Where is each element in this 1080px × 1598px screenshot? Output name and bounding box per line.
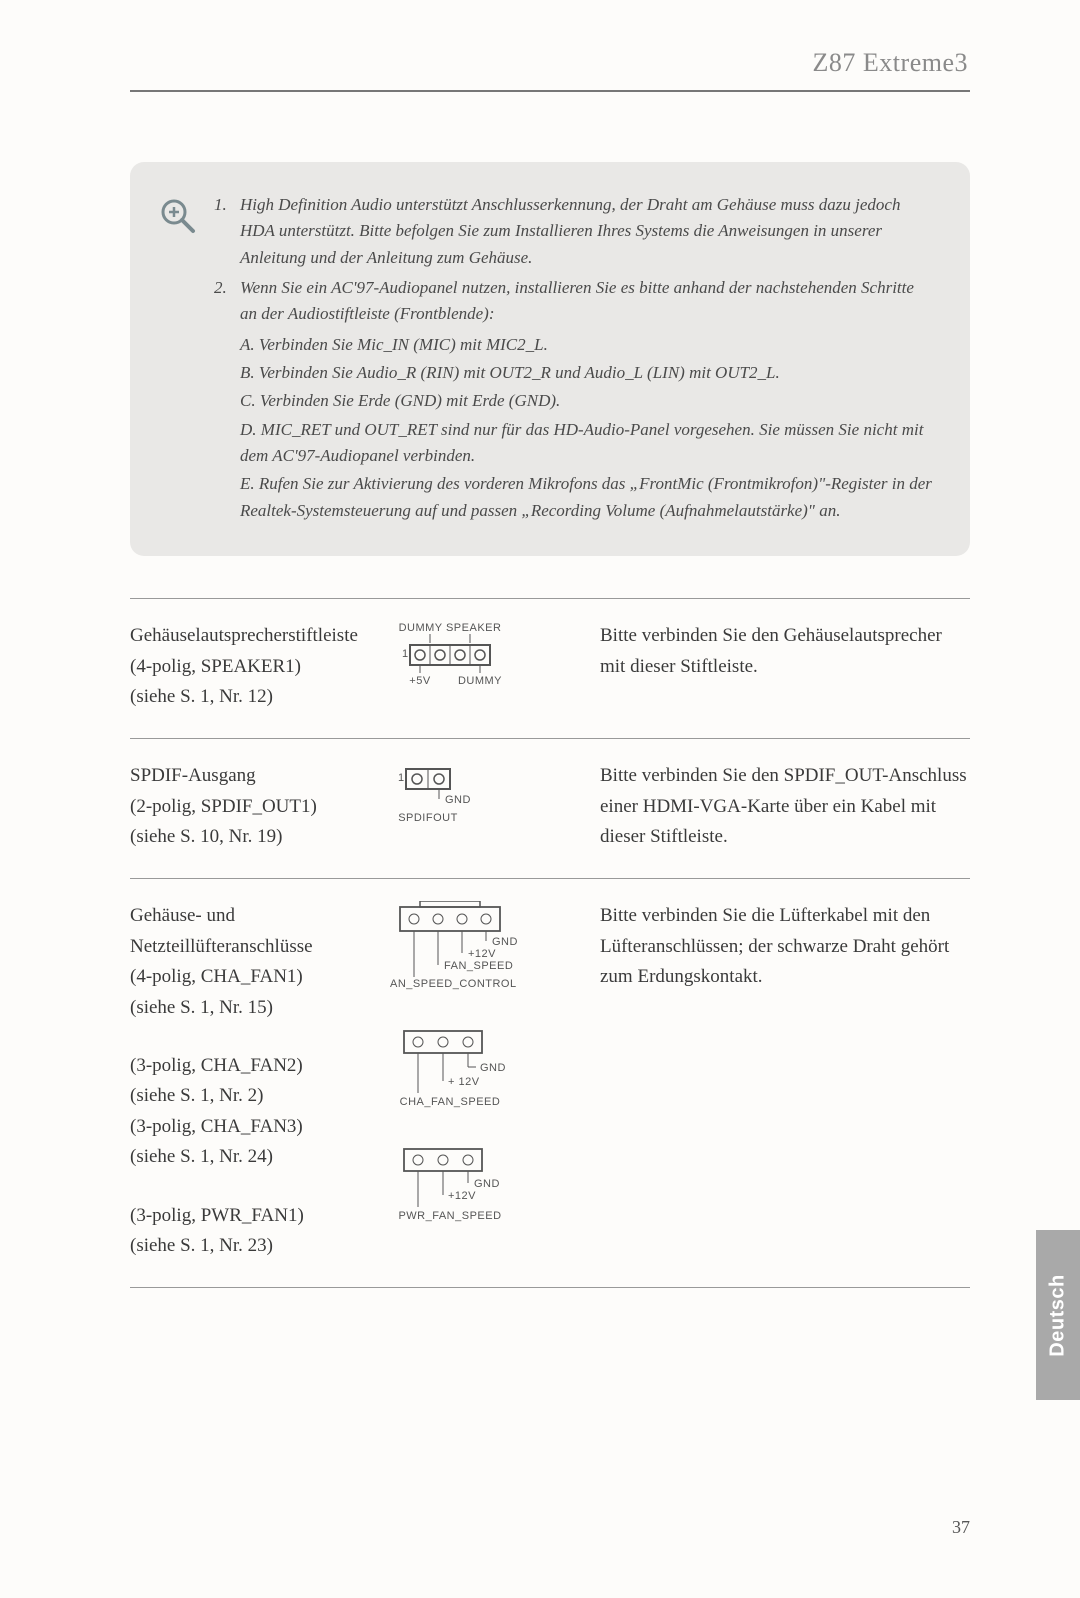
section-description: Bitte verbinden Sie den SPDIF_OUT-Anschl… xyxy=(580,761,970,852)
svg-text:SPDIFOUT: SPDIFOUT xyxy=(398,812,458,824)
connector-section: Gehäuselautsprecherstiftleiste(4-polig, … xyxy=(130,598,970,738)
note-subline: B. Verbinden Sie Audio_R (RIN) mit OUT2_… xyxy=(240,360,934,386)
page-number: 37 xyxy=(952,1517,970,1538)
note-subline: A. Verbinden Sie Mic_IN (MIC) mit MIC2_L… xyxy=(240,332,934,358)
connector-section: Gehäuse- undNetzteillüfteranschlüsse(4-p… xyxy=(130,878,970,1288)
connector-group: Gehäuselautsprecherstiftleiste(4-polig, … xyxy=(130,621,360,712)
svg-text:FAN_SPEED: FAN_SPEED xyxy=(444,960,513,972)
svg-text:PWR_FAN_SPEED: PWR_FAN_SPEED xyxy=(398,1210,501,1222)
language-tab: Deutsch xyxy=(1036,1230,1080,1400)
svg-text:1: 1 xyxy=(398,772,405,784)
svg-text:+12V: +12V xyxy=(448,1190,476,1202)
svg-text:+5V: +5V xyxy=(409,675,431,687)
connector-group: Gehäuse- undNetzteillüfteranschlüsse(4-p… xyxy=(130,901,360,1023)
connector-line: Gehäuse- und xyxy=(130,901,360,931)
connector-line: (4-polig, SPEAKER1) xyxy=(130,652,360,682)
section-left: Gehäuse- undNetzteillüfteranschlüsse(4-p… xyxy=(130,901,360,1261)
note-subline: C. Verbinden Sie Erde (GND) mit Erde (GN… xyxy=(240,388,934,414)
note-box: High Definition Audio unterstützt Anschl… xyxy=(130,162,970,556)
note-subline: E. Rufen Sie zur Aktivierung des vordere… xyxy=(240,471,934,524)
pin-diagram-fan3_pwr: GND +12V PWR_FAN_SPEED xyxy=(390,1145,550,1229)
section-diagram: 1 GND SPDIFOUT xyxy=(360,761,580,829)
connector-line: (3-polig, CHA_FAN3) xyxy=(130,1112,360,1142)
svg-text:1: 1 xyxy=(402,648,409,660)
connector-line: (4-polig, CHA_FAN1) xyxy=(130,962,360,992)
svg-text:+12V: +12V xyxy=(468,948,496,960)
header-rule xyxy=(130,90,970,92)
svg-text:GND: GND xyxy=(492,936,518,948)
pin-diagram-speaker: DUMMY SPEAKER 1 +5V DUMMY xyxy=(390,621,550,695)
section-diagram: GND +12V FAN_SPEED FAN_SPEED_CONTROL GND… xyxy=(360,901,580,1229)
connector-group: (3-polig, CHA_FAN2)(siehe S. 1, Nr. 2)(3… xyxy=(130,1051,360,1173)
connector-line: (siehe S. 1, Nr. 12) xyxy=(130,682,360,712)
svg-text:FAN_SPEED_CONTROL: FAN_SPEED_CONTROL xyxy=(390,978,517,990)
connector-group: (3-polig, PWR_FAN1)(siehe S. 1, Nr. 23) xyxy=(130,1201,360,1262)
note-subline: D. MIC_RET und OUT_RET sind nur für das … xyxy=(240,417,934,470)
connector-line: (3-polig, PWR_FAN1) xyxy=(130,1201,360,1231)
pin-diagram-fan4: GND +12V FAN_SPEED FAN_SPEED_CONTROL xyxy=(390,901,550,997)
connector-line: Netzteillüfteranschlüsse xyxy=(130,932,360,962)
svg-text:DUMMY: DUMMY xyxy=(458,675,502,687)
connector-section: SPDIF-Ausgang(2-polig, SPDIF_OUT1)(siehe… xyxy=(130,738,970,878)
connector-line: (siehe S. 1, Nr. 24) xyxy=(130,1142,360,1172)
section-description: Bitte verbinden Sie den Gehäuselautsprec… xyxy=(580,621,970,682)
note-item: High Definition Audio unterstützt Anschl… xyxy=(214,192,934,271)
svg-text:+ 12V: + 12V xyxy=(448,1076,480,1088)
connector-line: SPDIF-Ausgang xyxy=(130,761,360,791)
connector-line: (siehe S. 1, Nr. 15) xyxy=(130,993,360,1023)
section-left: Gehäuselautsprecherstiftleiste(4-polig, … xyxy=(130,621,360,712)
section-description: Bitte verbinden Sie die Lüfterkabel mit … xyxy=(580,901,970,992)
pin-diagram-fan3_cha: GND + 12V CHA_FAN_SPEED xyxy=(390,1027,550,1115)
magnifier-plus-icon xyxy=(158,196,214,241)
pin-diagram-spdif: 1 GND SPDIFOUT xyxy=(390,761,550,829)
note-item: Wenn Sie ein AC'97-Audiopanel nutzen, in… xyxy=(214,275,934,328)
svg-text:GND: GND xyxy=(474,1178,500,1190)
connector-line: (siehe S. 1, Nr. 23) xyxy=(130,1231,360,1261)
note-body: High Definition Audio unterstützt Anschl… xyxy=(214,192,934,526)
page-header-title: Z87 Extreme3 xyxy=(130,48,970,78)
note-sublines: A. Verbinden Sie Mic_IN (MIC) mit MIC2_L… xyxy=(214,332,934,524)
connector-line: (siehe S. 10, Nr. 19) xyxy=(130,822,360,852)
section-left: SPDIF-Ausgang(2-polig, SPDIF_OUT1)(siehe… xyxy=(130,761,360,852)
svg-text:CHA_FAN_SPEED: CHA_FAN_SPEED xyxy=(400,1096,501,1108)
connector-line: (3-polig, CHA_FAN2) xyxy=(130,1051,360,1081)
connector-line: (2-polig, SPDIF_OUT1) xyxy=(130,792,360,822)
connector-line: Gehäuselautsprecherstiftleiste xyxy=(130,621,360,651)
label: DUMMY SPEAKER xyxy=(399,622,502,634)
language-tab-label: Deutsch xyxy=(1047,1274,1070,1356)
svg-text:GND: GND xyxy=(480,1062,506,1074)
connector-line: (siehe S. 1, Nr. 2) xyxy=(130,1081,360,1111)
connector-group: SPDIF-Ausgang(2-polig, SPDIF_OUT1)(siehe… xyxy=(130,761,360,852)
svg-text:GND: GND xyxy=(445,794,471,806)
section-diagram: DUMMY SPEAKER 1 +5V DUMMY xyxy=(360,621,580,695)
